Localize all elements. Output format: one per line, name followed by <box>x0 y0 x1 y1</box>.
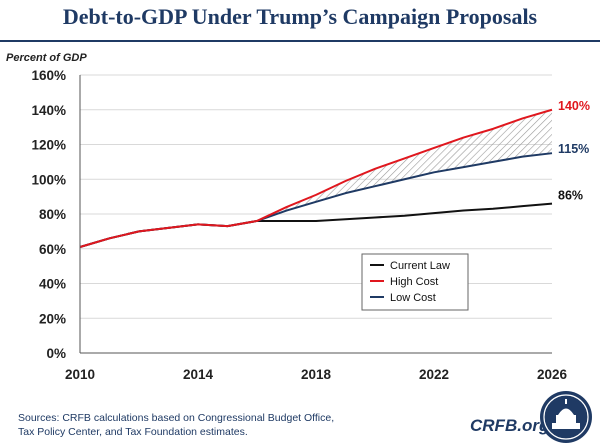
chart-title: Debt-to-GDP Under Trump’s Campaign Propo… <box>62 4 538 29</box>
y-tick-label: 140% <box>31 103 66 118</box>
cost-range-area <box>80 109 552 248</box>
brand-link[interactable]: CRFB.org <box>470 416 550 435</box>
title-underline <box>0 40 600 42</box>
series-line-high-cost <box>79 108 553 248</box>
y-axis-label: Percent of GDP <box>6 52 87 64</box>
x-tick-label: 2022 <box>419 367 449 382</box>
series-line-current-law <box>79 202 553 248</box>
sources-line-1: Sources: CRFB calculations based on Cong… <box>18 412 335 424</box>
y-tick-label: 160% <box>31 68 66 83</box>
legend: Current Law High Cost Low Cost <box>361 253 469 311</box>
legend-label: Current Law <box>390 260 450 272</box>
sources-line-2: Tax Policy Center, and Tax Foundation es… <box>18 426 248 438</box>
y-tick-label: 60% <box>39 242 66 257</box>
axes: 0% 20% 40% 60% 80% 100% 120% 140% 160% 2010 2014 20… <box>31 68 567 382</box>
y-tick-label: 100% <box>31 172 66 187</box>
end-labels: 86% 115% 140% <box>558 99 590 203</box>
x-tick-label: 2018 <box>301 367 332 382</box>
sources-note: Sources: CRFB calculations based on Cong… <box>18 411 334 439</box>
series-lines <box>79 108 553 248</box>
y-tick-label: 0% <box>46 346 66 361</box>
end-label-current-law: 86% <box>558 189 583 203</box>
y-tick-label: 20% <box>39 311 66 326</box>
legend-label: Low Cost <box>390 292 436 304</box>
x-tick-label: 2014 <box>183 367 214 382</box>
y-tick-label: 80% <box>39 207 66 222</box>
hatched-range <box>80 109 552 248</box>
gridlines <box>80 74 552 319</box>
end-label-high-cost: 140% <box>558 99 590 113</box>
legend-label: High Cost <box>390 276 438 288</box>
capitol-seal-icon <box>540 391 592 443</box>
y-tick-label: 120% <box>31 138 66 153</box>
x-tick-label: 2026 <box>537 367 568 382</box>
y-tick-label: 40% <box>39 277 66 292</box>
end-label-low-cost: 115% <box>558 142 589 156</box>
x-tick-label: 2010 <box>65 367 95 382</box>
